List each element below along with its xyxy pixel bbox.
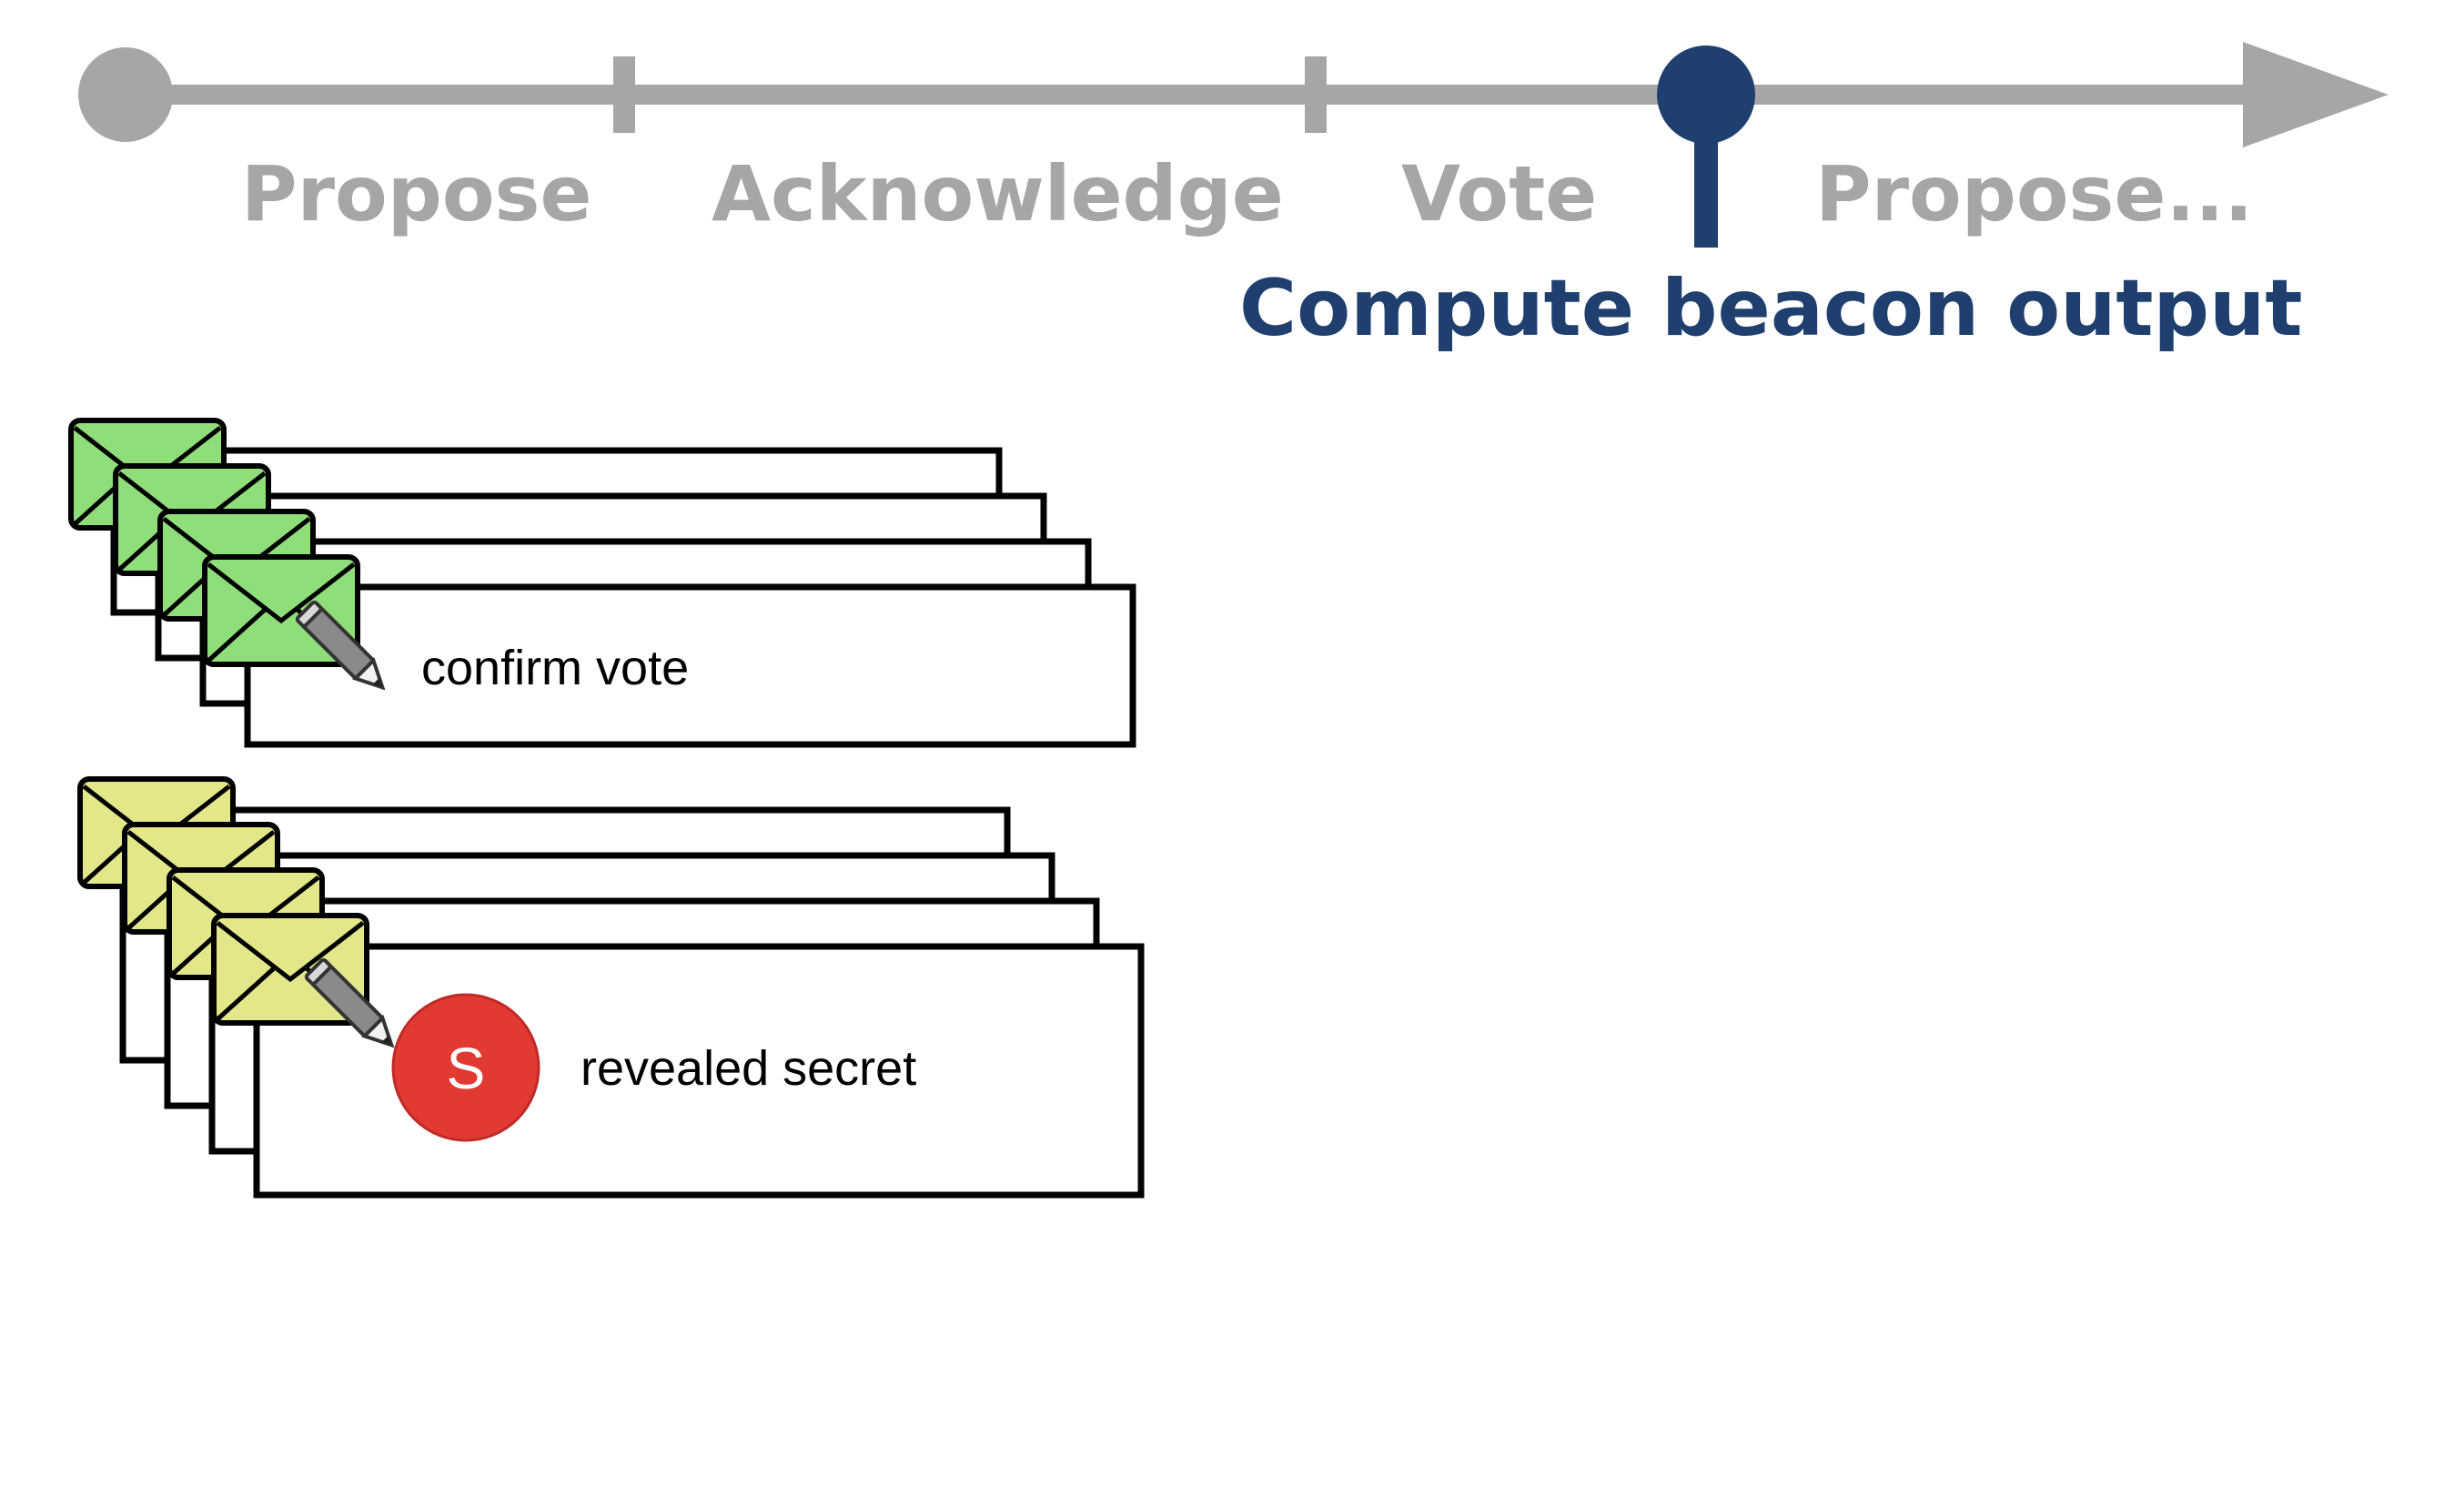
timeline-arrowhead [2243, 42, 2388, 147]
phase-label-propose-next: Propose... [1815, 149, 2253, 238]
timeline-start-dot [78, 47, 173, 142]
phase-label-vote: Vote [1401, 149, 1597, 238]
revealed-secret-stack: S revealed secret [80, 779, 1145, 1199]
timeline: Propose Acknowledge Vote Propose... Comp… [78, 42, 2388, 354]
secret-badge-letter: S [447, 1036, 486, 1101]
revealed-secret-label: revealed secret [581, 1041, 916, 1096]
current-step-label: Compute beacon output [1239, 263, 2302, 354]
current-step-marker [1657, 46, 1755, 144]
timeline-tick-1 [613, 56, 635, 133]
message-card-front [244, 583, 1136, 748]
secret-badge [391, 993, 540, 1142]
confirm-vote-label: confirm vote [421, 641, 689, 695]
timeline-tick-2 [1305, 56, 1327, 133]
confirm-vote-stack: confirm vote [71, 420, 1136, 748]
phase-label-propose: Propose [241, 149, 592, 238]
phase-label-acknowledge: Acknowledge [712, 149, 1284, 238]
